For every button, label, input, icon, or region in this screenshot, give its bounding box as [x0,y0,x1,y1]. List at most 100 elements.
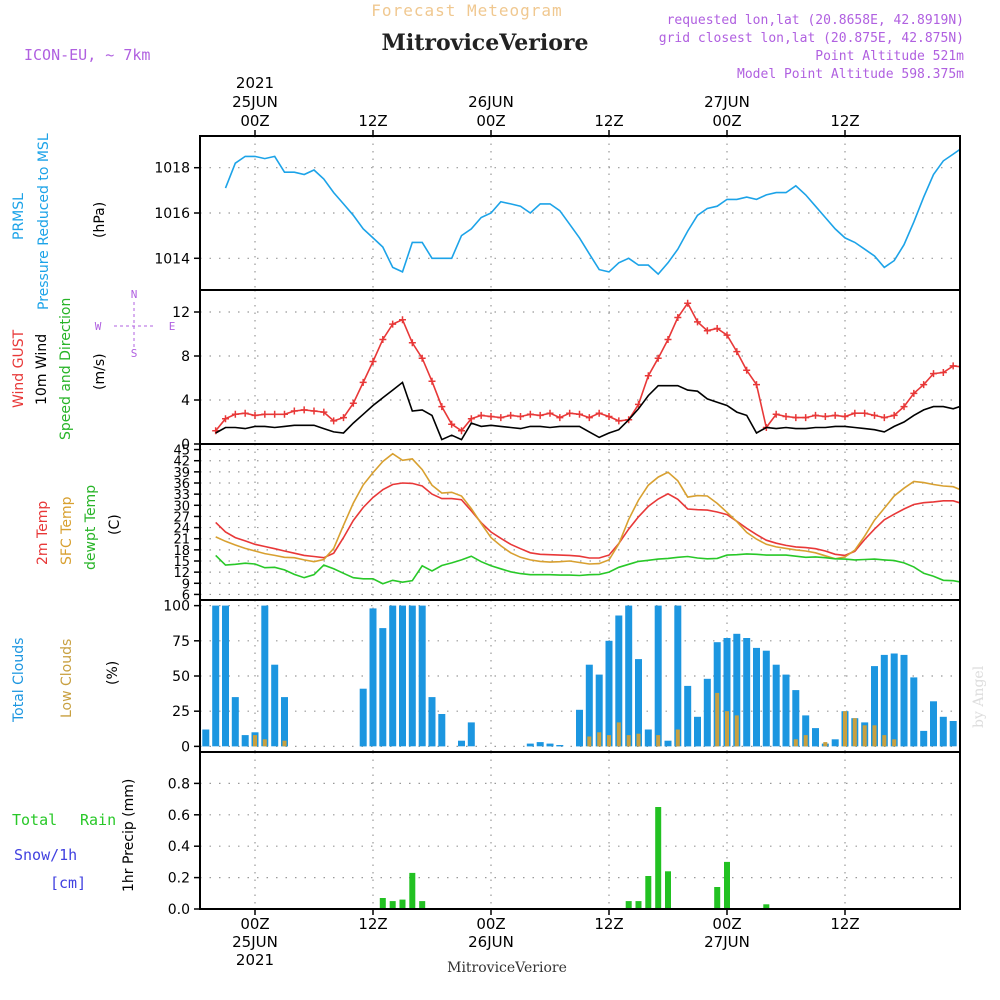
pressure-ytick-label: 1014 [154,251,190,267]
super-title: Forecast Meteogram [371,1,562,20]
model-altitude: Model Point Altitude 598.375m [737,67,964,82]
marks-layer [200,148,960,909]
bottom-time-label: 00Z [712,915,741,933]
rain-bar [399,899,406,909]
rain-bar [625,901,632,909]
low-cloud-bar [725,711,729,747]
precip-cm-label: [cm] [50,874,86,892]
total-cloud-bar [202,729,210,747]
bottom-time-label: 12Z [830,915,859,933]
total-cloud-bar [281,697,288,747]
wind-gust-line [215,301,960,432]
gust-point [448,420,456,428]
wind-ytick-label: 4 [181,393,190,409]
low-cloud-bar [587,736,592,747]
gust-point [438,403,446,411]
gust-point [753,381,760,389]
top-time-label: 00Z [712,112,741,130]
gust-point [340,414,347,422]
low-cloud-bar [656,735,661,747]
frames-layer [199,135,961,910]
total-cloud-bar [576,709,583,747]
gust-point [399,316,406,324]
temperature-frame [199,443,961,601]
total-cloud-bar [733,633,741,747]
low-cloud-bar [262,739,267,747]
gust-point [310,407,318,415]
bottom-time-label: 26JUN [468,933,514,951]
rain-bar [379,898,386,909]
low-cloud-bar [253,735,257,747]
closest-coords: grid closest lon,lat (20.875E, 42.875N) [659,31,964,46]
temperature-ytick-label: 15 [173,555,190,570]
temperature-ytick-label: 39 [173,466,190,481]
total-cloud-bar [625,605,633,747]
10m-wind-line [215,381,960,441]
low-cloud-bar [597,732,602,747]
temperature-ytick-label: 18 [173,544,190,559]
precip-frame [199,751,961,910]
wind-label: 10m Wind [34,334,50,405]
gust-point [546,409,554,417]
total-cloud-bar [812,728,819,747]
rain-bar [409,872,416,909]
clouds-ytick-label: 25 [172,704,190,720]
total-cloud-bar [762,650,770,747]
temperature-ytick-label: 24 [173,522,190,537]
compass-e: E [169,320,176,333]
wind-frame [199,289,961,445]
temperature-ytick-label: 45 [173,444,190,459]
gust-point [910,389,918,397]
gust-point [300,406,308,414]
top-time-label: 00Z [476,112,505,130]
low-cloud-bar [843,711,847,747]
compass-rose: N S W E [95,288,176,360]
top-time-label: 12Z [594,112,623,130]
gust-point [703,327,711,335]
wind-dir-label: Speed and Direction [58,298,74,440]
total-cloud-bar [910,677,918,747]
compass-s: S [131,347,138,360]
low-cloud-bar [282,740,287,747]
total-cloud-bar [389,605,397,747]
low-cloud-bar [882,735,887,747]
total-cloud-bar [438,714,446,747]
bottom-time-label: 27JUN [704,933,750,951]
pressure-marks [224,148,960,276]
gust-point [733,348,741,356]
low-cloud-bar [852,718,857,747]
total-cloud-bar [644,729,652,747]
bottom-time-label: 00Z [476,915,505,933]
total-cloud-bar [900,654,908,747]
compass-w: W [95,320,102,333]
gust-point [231,410,239,418]
temperature-ytick-label: 12 [173,566,190,581]
gust-point [664,336,672,343]
gust-point [251,411,259,419]
total-cloud-bar [231,697,239,747]
cloud-ylabels: Total Clouds Low Clouds (%) [11,638,121,723]
top-time-label: 25JUN [232,93,278,111]
precip-ytick-label: 0.0 [168,902,190,918]
gust-point [605,413,613,420]
bottom-time-label: 12Z [358,915,387,933]
total-cloud-bar [674,605,682,747]
precip-marks [200,807,960,909]
temperature-ytick-label: 30 [173,499,190,514]
gust-point [595,409,603,417]
top-time-label: 12Z [358,112,387,130]
precip-rain-label: Rain [80,811,116,829]
gust-point [585,414,593,422]
low-cloud-bar [675,729,680,747]
total-cloud-bar [399,605,406,747]
precip-axis-label: 1hr Precip (mm) [121,779,137,892]
gust-point [871,411,878,419]
low-cloud-bar [892,739,897,747]
total-cloud-bar [536,742,544,747]
requested-coords: requested lon,lat (20.8658E, 42.8919N) [667,13,964,28]
gust-point [684,299,692,307]
gust-point [920,381,928,389]
rain-bar [419,901,426,909]
model-label: ICON-EU, ~ 7km [24,46,150,64]
gust-point [615,417,623,425]
